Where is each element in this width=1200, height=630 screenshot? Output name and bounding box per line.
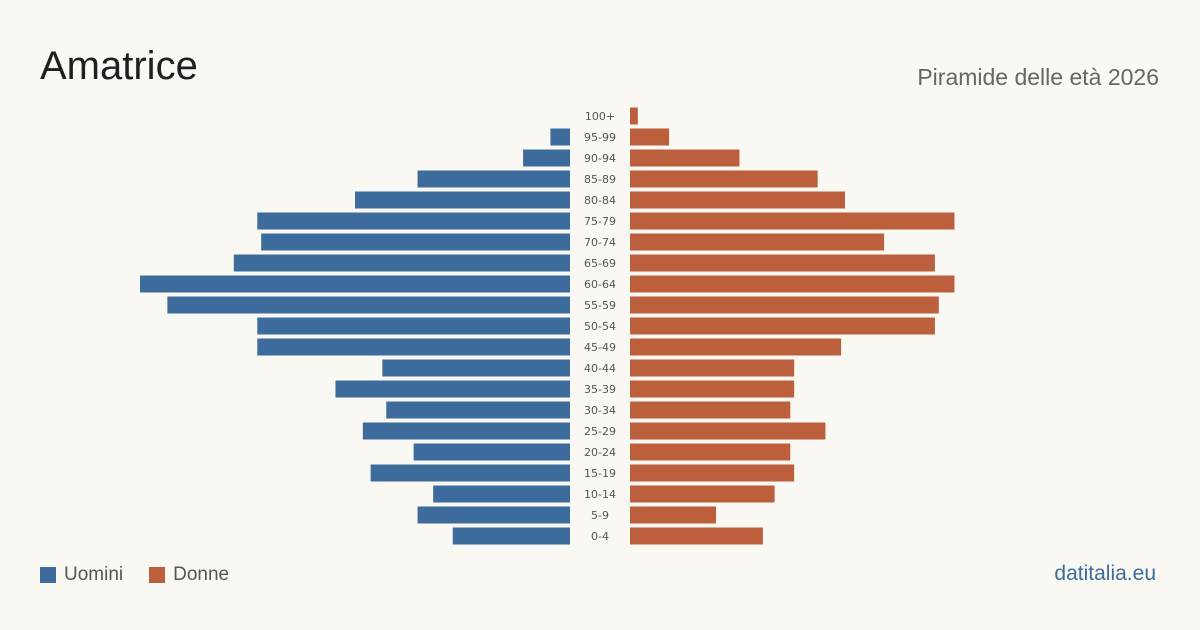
bar-men-5-9	[417, 506, 570, 524]
age-label-0-4: 0-4	[591, 530, 609, 543]
bar-women-0-4	[630, 527, 763, 545]
legend-swatch-women	[149, 567, 166, 583]
bar-men-40-44	[382, 359, 570, 377]
bar-women-95-99	[630, 128, 670, 146]
bar-women-25-29	[630, 422, 826, 440]
legend-item-men: Uomini	[40, 564, 123, 586]
bar-women-35-39	[630, 380, 795, 398]
age-label-85-89: 85-89	[584, 173, 616, 186]
age-label-40-44: 40-44	[584, 362, 616, 375]
bar-men-60-64	[140, 275, 570, 293]
bar-men-45-49	[257, 338, 570, 356]
age-label-25-29: 25-29	[584, 425, 616, 438]
bar-women-50-54	[630, 317, 935, 335]
bar-women-40-44	[630, 359, 795, 377]
bar-women-60-64	[630, 275, 955, 293]
age-label-35-39: 35-39	[584, 383, 616, 396]
age-label-60-64: 60-64	[584, 278, 616, 291]
age-label-80-84: 80-84	[584, 194, 616, 207]
bar-women-85-89	[630, 170, 818, 188]
bar-women-15-19	[630, 464, 795, 482]
bar-men-55-59	[167, 296, 570, 314]
bar-men-75-79	[257, 212, 570, 230]
legend: Uomini Donne	[40, 564, 255, 586]
age-label-70-74: 70-74	[584, 236, 616, 249]
bar-men-25-29	[362, 422, 570, 440]
age-label-65-69: 65-69	[584, 257, 616, 270]
age-label-30-34: 30-34	[584, 404, 616, 417]
bar-women-30-34	[630, 401, 791, 419]
age-label-20-24: 20-24	[584, 446, 616, 459]
bar-men-50-54	[257, 317, 570, 335]
age-label-90-94: 90-94	[584, 152, 616, 165]
bar-men-30-34	[386, 401, 570, 419]
chart-subtitle: Piramide delle età 2026	[917, 64, 1159, 90]
bar-women-75-79	[630, 212, 955, 230]
chart-title: Amatrice	[40, 44, 198, 88]
age-label-5-9: 5-9	[591, 509, 609, 522]
bar-men-70-74	[261, 233, 570, 251]
bar-women-70-74	[630, 233, 885, 251]
bar-men-65-69	[233, 254, 570, 272]
bar-women-90-94	[630, 149, 740, 167]
bar-men-35-39	[335, 380, 570, 398]
bar-women-5-9	[630, 506, 716, 524]
bar-women-55-59	[630, 296, 939, 314]
legend-label-women: Donne	[173, 564, 230, 585]
bar-women-65-69	[630, 254, 935, 272]
bar-women-20-24	[630, 443, 791, 461]
legend-swatch-men	[40, 567, 56, 583]
bar-men-95-99	[550, 128, 570, 146]
bar-men-85-89	[417, 170, 570, 188]
bar-women-100+	[630, 107, 638, 125]
bar-men-15-19	[370, 464, 570, 482]
age-label-45-49: 45-49	[584, 341, 616, 354]
legend-label-men: Uomini	[64, 564, 124, 585]
bar-men-0-4	[452, 527, 570, 545]
bar-men-10-14	[433, 485, 570, 503]
age-label-75-79: 75-79	[584, 215, 616, 228]
age-label-55-59: 55-59	[584, 299, 616, 312]
age-label-100+: 100+	[585, 110, 615, 123]
legend-item-women: Donne	[149, 564, 229, 586]
bar-men-20-24	[413, 443, 570, 461]
bar-women-80-84	[630, 191, 845, 209]
bar-women-10-14	[630, 485, 775, 503]
source-link[interactable]: datitalia.eu	[1054, 562, 1156, 585]
bar-men-90-94	[523, 149, 570, 167]
age-label-15-19: 15-19	[584, 467, 616, 480]
age-label-50-54: 50-54	[584, 320, 616, 333]
bar-men-80-84	[355, 191, 570, 209]
age-label-10-14: 10-14	[584, 488, 616, 501]
bar-women-45-49	[630, 338, 842, 356]
age-label-95-99: 95-99	[584, 131, 616, 144]
